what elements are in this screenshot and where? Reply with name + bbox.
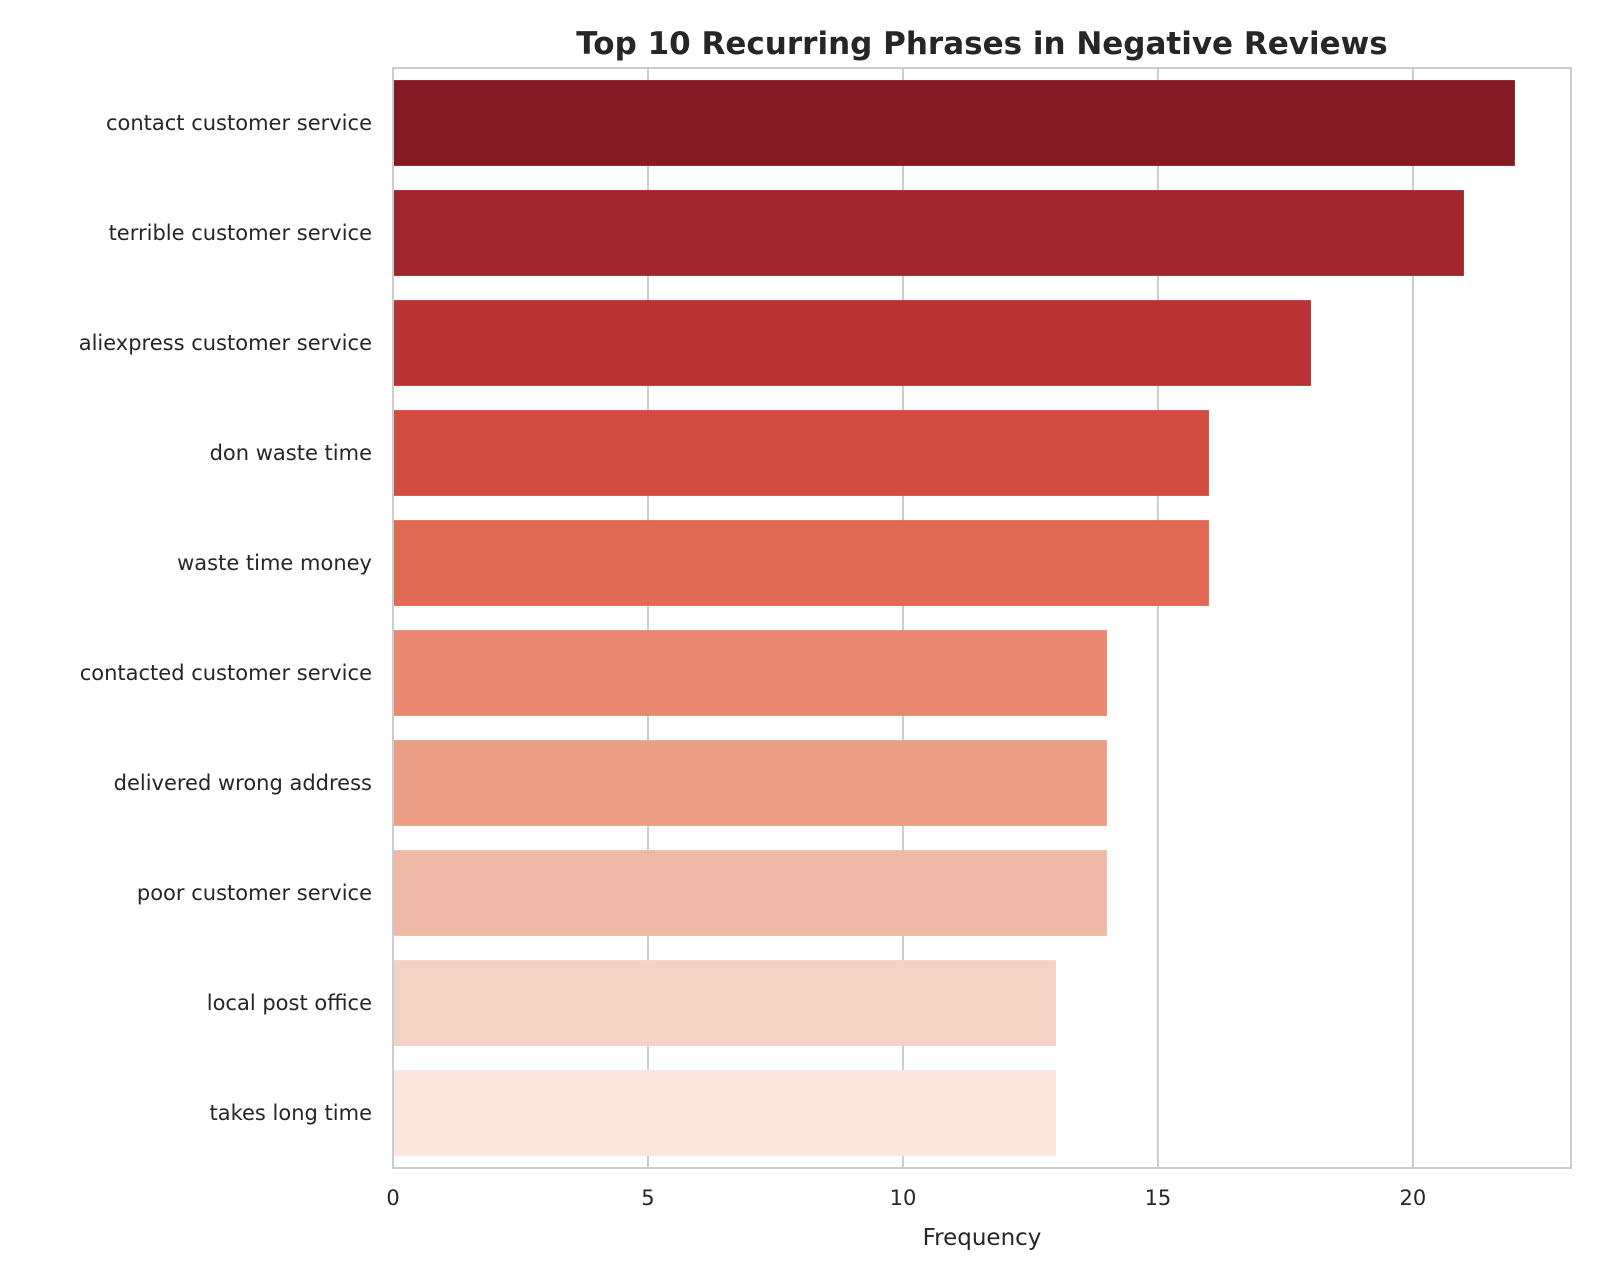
y-tick-label: local post office bbox=[207, 991, 372, 1015]
x-tick-label: 5 bbox=[641, 1186, 654, 1210]
bar bbox=[393, 520, 1209, 606]
x-tick-label: 0 bbox=[386, 1186, 399, 1210]
bar bbox=[393, 410, 1209, 496]
bar bbox=[393, 1070, 1056, 1156]
bar bbox=[393, 190, 1464, 276]
bar bbox=[393, 300, 1311, 386]
x-tick-label: 15 bbox=[1145, 1186, 1172, 1210]
y-tick-label: terrible customer service bbox=[109, 221, 372, 245]
y-tick-label: contact customer service bbox=[106, 111, 372, 135]
x-axis-label: Frequency bbox=[923, 1225, 1042, 1251]
chart-title: Top 10 Recurring Phrases in Negative Rev… bbox=[576, 26, 1387, 62]
plot-frame bbox=[392, 67, 1572, 1169]
y-tick-label: aliexpress customer service bbox=[79, 331, 372, 355]
y-tick-label: contacted customer service bbox=[80, 661, 372, 685]
y-tick-label: waste time money bbox=[177, 551, 372, 575]
bar bbox=[393, 960, 1056, 1046]
bar bbox=[393, 80, 1515, 166]
bar bbox=[393, 630, 1107, 716]
bar bbox=[393, 850, 1107, 936]
y-tick-label: poor customer service bbox=[137, 881, 372, 905]
bar bbox=[393, 740, 1107, 826]
y-tick-label: takes long time bbox=[210, 1101, 373, 1125]
y-tick-label: delivered wrong address bbox=[114, 771, 372, 795]
x-tick-label: 20 bbox=[1400, 1186, 1427, 1210]
x-tick-label: 10 bbox=[890, 1186, 917, 1210]
y-tick-label: don waste time bbox=[210, 441, 372, 465]
